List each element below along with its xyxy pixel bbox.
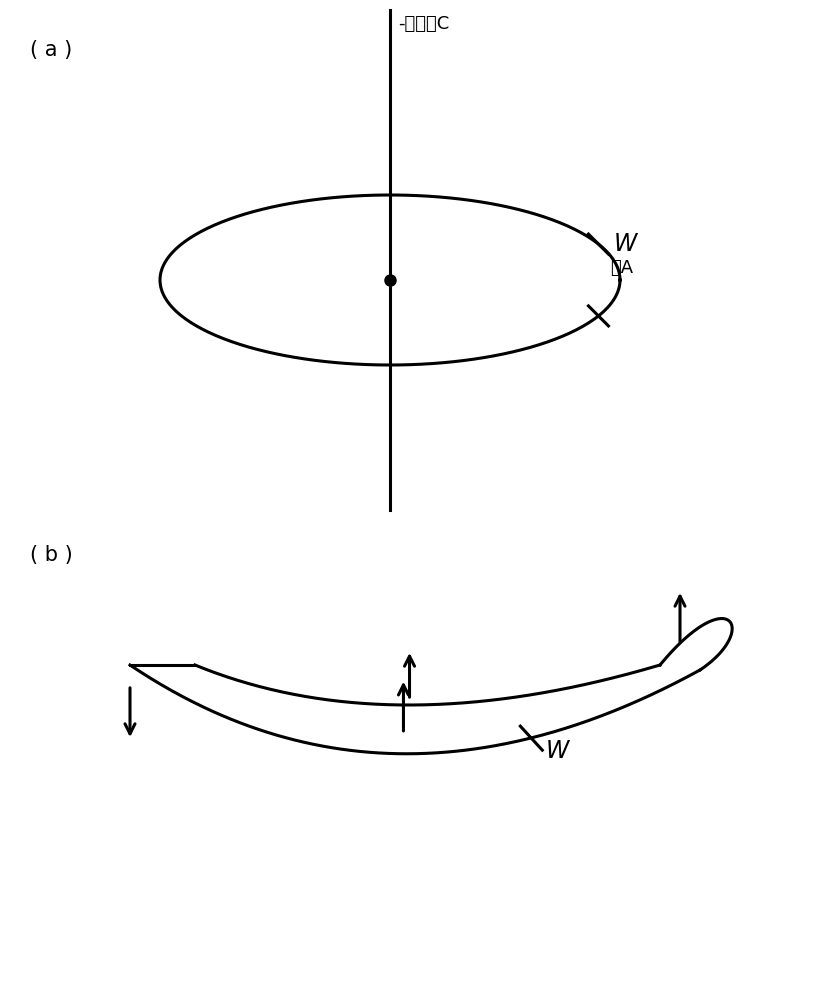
Text: 面A: 面A — [610, 259, 633, 277]
Text: W: W — [614, 232, 637, 256]
Text: W: W — [545, 739, 569, 763]
Text: -中心轴C: -中心轴C — [398, 15, 449, 33]
Text: ( b ): ( b ) — [30, 545, 72, 565]
Text: ( a ): ( a ) — [30, 40, 72, 60]
